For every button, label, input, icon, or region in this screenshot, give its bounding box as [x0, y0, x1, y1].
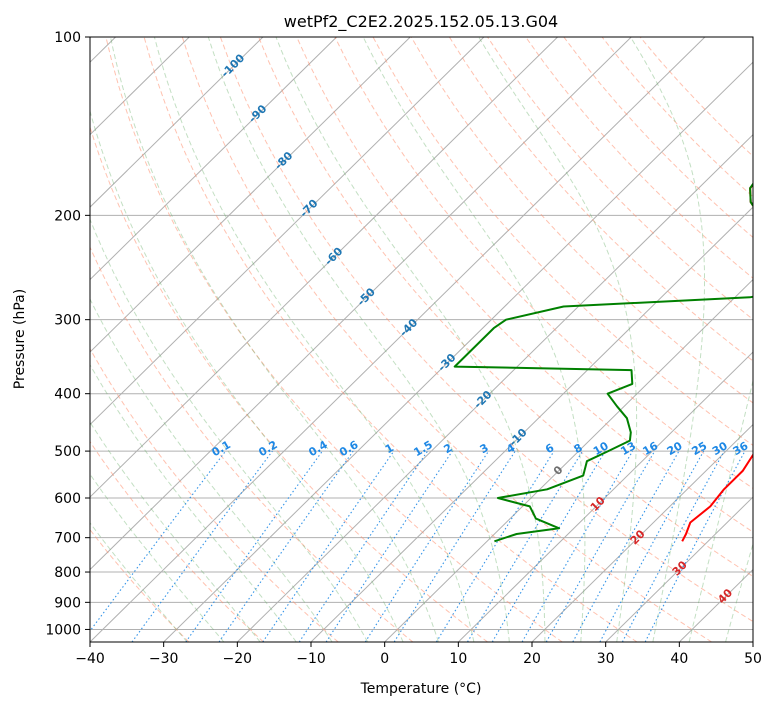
temperature-profile-line [681, 183, 753, 542]
mixing-ratio-line [364, 450, 490, 642]
dry-adiabat [105, 37, 563, 642]
mixing-ratio-line [435, 450, 555, 642]
x-tick-label: −30 [149, 651, 179, 667]
dry-adiabat [90, 528, 190, 642]
dry-adiabat [90, 347, 339, 642]
moist-adiabat [90, 218, 369, 642]
y-tick-label: 400 [54, 387, 81, 403]
isotherm-gridline [90, 37, 264, 208]
x-tick-label: 50 [744, 651, 762, 667]
mixing-ratio-line [599, 450, 705, 642]
mixing-ratio-line [325, 450, 453, 642]
moist-adiabat [275, 37, 546, 642]
chart-title: wetPf2_C2E2.2025.152.05.13.G04 [284, 12, 558, 32]
y-tick-label: 800 [54, 565, 81, 581]
moist-adiabat [90, 297, 333, 642]
dry-adiabat [90, 245, 414, 642]
dry-adiabat [487, 37, 753, 321]
x-tick-label: 40 [670, 651, 688, 667]
mixing-ratio-line [262, 450, 395, 642]
isotherm-gridline [90, 37, 337, 281]
moist-adiabat [362, 37, 586, 642]
moist-adiabat [630, 37, 705, 642]
isotherm-gridline [531, 423, 753, 642]
grid-layer [90, 37, 753, 642]
dry-adiabat [296, 37, 753, 533]
mixing-ratio-line [218, 450, 354, 642]
mixing-ratio-line [545, 450, 656, 642]
isotherm-gridline [605, 496, 753, 642]
isotherm-gridline [384, 278, 753, 642]
dewpoint-profile-line [453, 182, 753, 543]
plot-frame [89, 36, 754, 643]
moist-adiabat [90, 109, 404, 642]
y-tick-label: 600 [54, 491, 81, 507]
mixing-ratio-line [393, 450, 516, 642]
x-tick-label: −10 [296, 651, 326, 667]
isotherm-gridline [163, 61, 753, 642]
isotherm-gridline [752, 641, 753, 642]
x-tick-label: 30 [597, 651, 615, 667]
moist-adiabat [110, 37, 439, 642]
isotherm-gridline [90, 37, 411, 353]
mixing-ratio-line [131, 450, 273, 642]
x-tick-label: −20 [223, 651, 253, 667]
x-axis-label: Temperature (°C) [360, 681, 482, 697]
isotherm-gridline [90, 37, 632, 571]
mixing-ratio-line [185, 450, 323, 642]
dry-adiabat [448, 37, 753, 362]
y-tick-label: 300 [54, 313, 81, 329]
x-tick-label: 0 [380, 651, 389, 667]
x-tick-label: 20 [523, 651, 541, 667]
isotherm-gridline [236, 133, 753, 642]
mixing-ratio-line [621, 450, 725, 642]
series-layer [453, 182, 753, 543]
moist-adiabat [478, 37, 638, 642]
y-tick-label: 700 [54, 531, 81, 547]
isotherm-gridline [90, 37, 558, 498]
mixing-ratio-line [298, 450, 429, 642]
y-axis: 100 200 300 400 500 600 700 800 900 1000 [45, 30, 90, 638]
dry-adiabat [90, 125, 488, 642]
y-tick-label: 900 [54, 595, 81, 611]
x-tick-label: 10 [449, 651, 467, 667]
moist-adiabat [207, 37, 510, 642]
dry-adiabat [219, 37, 753, 623]
mixing-ratio-line [572, 450, 680, 642]
y-tick-label: 200 [54, 208, 81, 224]
dry-adiabat [143, 37, 638, 642]
x-axis: −40 −30 −20 −10 0 10 20 30 40 50 [75, 642, 762, 667]
y-axis-label: Pressure (hPa) [12, 289, 28, 389]
dry-adiabat [90, 440, 264, 642]
plot-background [90, 37, 753, 642]
isotherm-gridline [90, 37, 485, 426]
isotherm-gridline [90, 37, 706, 642]
moist-adiabat [153, 37, 475, 642]
dry-adiabat [372, 37, 753, 447]
x-tick-label: −40 [75, 651, 105, 667]
isotherm-gridline [310, 206, 753, 642]
dry-adiabat [181, 37, 712, 642]
isotherm-gridline [457, 351, 753, 642]
moist-adiabat [688, 378, 753, 642]
guide-lines-layer [90, 37, 753, 642]
y-tick-label: 1000 [45, 622, 81, 638]
moist-adiabat [725, 542, 753, 642]
mixing-ratio-line [467, 450, 584, 642]
moist-adiabat [90, 363, 297, 642]
y-tick-label: 100 [54, 30, 81, 46]
mixing-ratio-line [90, 450, 227, 632]
y-tick-label: 500 [54, 444, 81, 460]
dry-adiabat [258, 37, 753, 578]
